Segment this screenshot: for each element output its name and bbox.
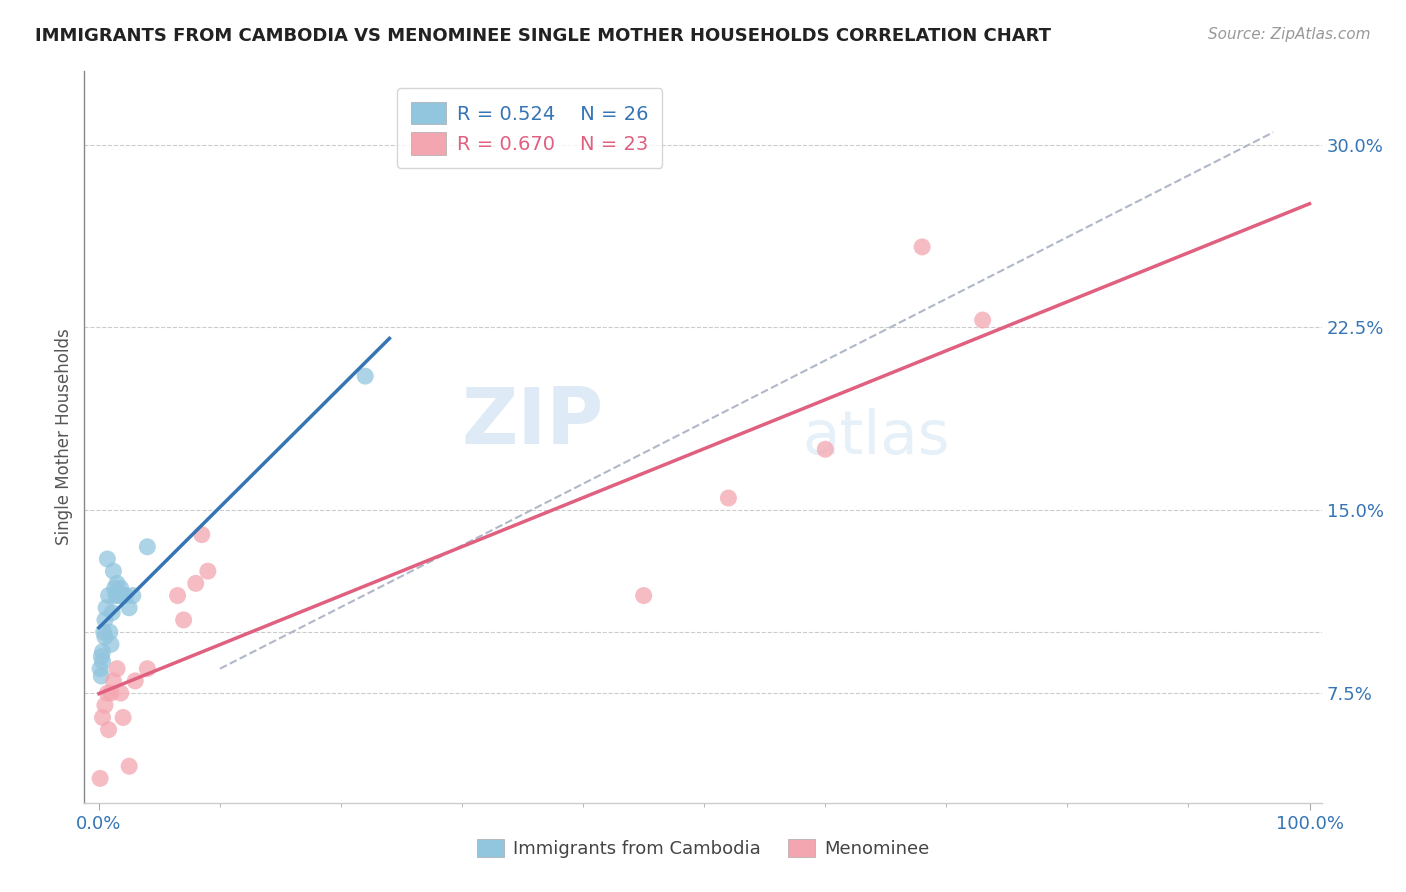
Point	[90, 649, 112, 664]
Point	[136, 540, 159, 554]
Point	[112, 589, 135, 603]
Point	[121, 589, 143, 603]
Text: ZIP: ZIP	[461, 384, 605, 460]
Point	[96, 552, 118, 566]
Point	[91, 710, 114, 724]
Point	[118, 759, 141, 773]
Point	[93, 625, 115, 640]
Point	[191, 527, 214, 541]
Point	[911, 240, 934, 254]
Point	[91, 654, 114, 668]
Point	[110, 686, 132, 700]
Point	[972, 313, 994, 327]
Point	[94, 600, 117, 615]
Point	[105, 576, 128, 591]
Point	[100, 686, 122, 700]
Point	[107, 589, 129, 603]
Point	[110, 581, 132, 595]
Point	[91, 645, 114, 659]
Point	[94, 630, 117, 644]
Point	[717, 491, 740, 505]
Point	[814, 442, 837, 457]
Point	[633, 589, 655, 603]
Point	[96, 686, 118, 700]
Point	[90, 669, 112, 683]
Point	[104, 581, 127, 595]
Point	[89, 662, 111, 676]
Point	[103, 673, 125, 688]
Y-axis label: Single Mother Households: Single Mother Households	[55, 329, 73, 545]
Point	[354, 369, 377, 384]
Point	[105, 662, 128, 676]
Point	[94, 613, 117, 627]
Text: IMMIGRANTS FROM CAMBODIA VS MENOMINEE SINGLE MOTHER HOUSEHOLDS CORRELATION CHART: IMMIGRANTS FROM CAMBODIA VS MENOMINEE SI…	[35, 27, 1052, 45]
Legend: Immigrants from Cambodia, Menominee: Immigrants from Cambodia, Menominee	[470, 831, 936, 865]
Point	[97, 723, 120, 737]
Point	[173, 613, 195, 627]
Point	[124, 673, 146, 688]
Point	[103, 564, 125, 578]
Point	[101, 606, 124, 620]
Point	[94, 698, 117, 713]
Point	[114, 589, 136, 603]
Point	[104, 589, 127, 603]
Point	[184, 576, 207, 591]
Point	[166, 589, 188, 603]
Point	[97, 589, 120, 603]
Legend: R = 0.524    N = 26, R = 0.670    N = 23: R = 0.524 N = 26, R = 0.670 N = 23	[396, 88, 662, 169]
Point	[197, 564, 219, 578]
Text: Source: ZipAtlas.com: Source: ZipAtlas.com	[1208, 27, 1371, 42]
Point	[118, 600, 141, 615]
Point	[98, 625, 121, 640]
Point	[112, 710, 135, 724]
Point	[100, 637, 122, 651]
Text: atlas: atlas	[801, 408, 949, 467]
Point	[89, 772, 111, 786]
Point	[136, 662, 159, 676]
